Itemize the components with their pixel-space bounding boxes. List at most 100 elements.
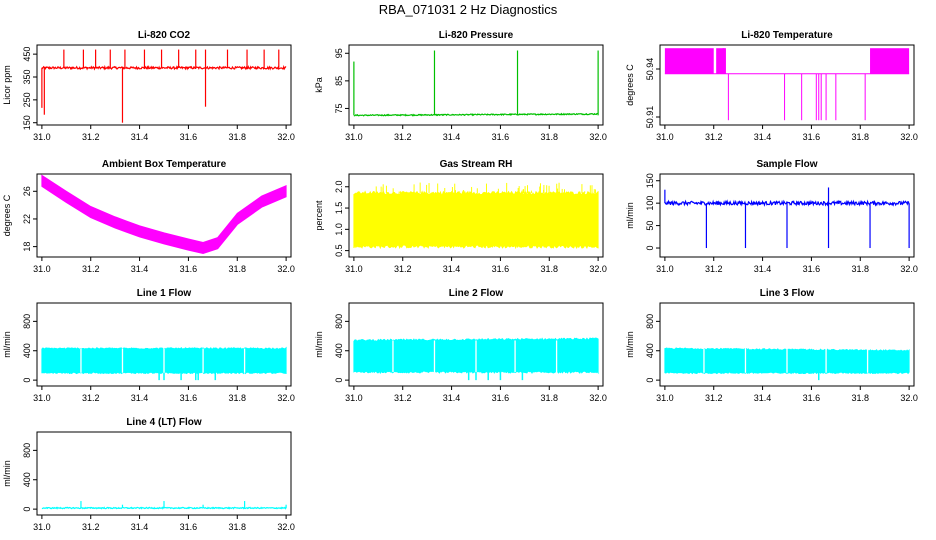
y-tick-label: 100 (645, 196, 655, 211)
x-tick-label: 31.2 (82, 522, 100, 532)
y-tick-label: 0 (645, 246, 655, 251)
y-tick-label: 95 (334, 48, 344, 58)
oscillation-block (664, 48, 714, 74)
y-tick-label: 450 (22, 47, 32, 62)
plot-frame (659, 302, 915, 387)
x-tick-label: 31.6 (180, 393, 198, 403)
plot-frame (36, 431, 292, 516)
figure-title: RBA_071031 2 Hz Diagnostics (379, 2, 558, 17)
y-axis-label: Licor ppm (2, 65, 12, 105)
y-tick-label: 22 (22, 214, 32, 224)
plot-frame (348, 302, 604, 387)
panel-title: Li-820 Temperature (741, 30, 833, 41)
plot-frame (659, 173, 915, 258)
y-tick-label: 18 (22, 242, 32, 252)
x-tick-label: 31.8 (541, 132, 559, 142)
plot-frame (36, 44, 292, 126)
x-tick-label: 31.6 (492, 132, 510, 142)
panel-title: Ambient Box Temperature (102, 159, 227, 170)
y-tick-label: 800 (22, 443, 32, 458)
y-axis-label: degrees C (625, 64, 635, 106)
x-tick-label: 32.0 (277, 522, 295, 532)
series-layer (41, 501, 287, 510)
y-tick-label: 800 (22, 314, 32, 329)
panel-line3: Line 3 Flow ml/min 31.0 31.2 31.4 31.6 31.8 32.… (625, 288, 918, 403)
panel-line1: Line 1 Flow ml/min 31.0 31.2 31.4 31.6 31.8 32.… (2, 288, 295, 403)
x-tick-label: 31.8 (229, 264, 247, 274)
oscillation-block (716, 48, 726, 74)
panel-title: Gas Stream RH (440, 159, 513, 170)
series-layer (664, 347, 910, 381)
y-tick-label: 50 (645, 221, 655, 231)
panel-title: Line 3 Flow (760, 288, 815, 299)
panel-co2: Li-820 CO2 Licor ppm 31.0 31.2 31.4 31.6 31.8 3… (2, 30, 295, 142)
x-tick-label: 31.6 (492, 393, 510, 403)
x-tick-label: 31.4 (754, 264, 772, 274)
y-axis-label: ml/min (2, 331, 12, 358)
plot-frame (659, 44, 915, 126)
x-tick-label: 31.0 (656, 264, 674, 274)
x-tick-label: 31.6 (803, 264, 821, 274)
y-tick-label: 400 (22, 472, 32, 487)
x-tick-label: 31.4 (131, 264, 149, 274)
x-tick-label: 31.6 (803, 132, 821, 142)
x-tick-label: 31.8 (852, 132, 870, 142)
x-tick-label: 32.0 (589, 264, 607, 274)
plot-frame (348, 173, 604, 258)
series-layer (664, 187, 910, 249)
y-tick-label: 85 (334, 76, 344, 86)
panel-licor-temp: Li-820 Temperature degrees C 31.0 31.2 31.4 3… (625, 30, 918, 142)
x-tick-label: 31.6 (180, 522, 198, 532)
y-tick-label: 250 (22, 92, 32, 107)
x-tick-label: 31.8 (541, 393, 559, 403)
x-tick-label: 32.0 (277, 264, 295, 274)
plot-frame (36, 173, 292, 258)
x-tick-label: 31.4 (754, 132, 772, 142)
x-tick-label: 31.2 (705, 264, 723, 274)
panel-title: Line 1 Flow (137, 288, 192, 299)
x-tick-label: 31.0 (345, 264, 363, 274)
series-layer (664, 48, 910, 121)
x-tick-label: 32.0 (900, 264, 918, 274)
y-axis-label: ml/min (314, 331, 324, 358)
x-tick-label: 32.0 (589, 132, 607, 142)
series-layer (41, 174, 287, 255)
x-tick-label: 31.0 (345, 132, 363, 142)
y-axis-label: ml/min (2, 460, 12, 487)
panel-title: Line 4 (LT) Flow (126, 417, 202, 428)
series-line (664, 199, 910, 207)
panel-sample-flow: Sample Flow ml/min 31.0 31.2 31.4 31.6 31.8 32.… (625, 159, 918, 274)
series-line (353, 112, 599, 117)
y-tick-label: 150 (645, 173, 655, 188)
x-tick-label: 31.2 (394, 264, 412, 274)
panel-pressure: Li-820 Pressure kPa 31.0 31.2 31.4 31.6 31.8 32… (314, 30, 607, 142)
x-tick-label: 31.4 (131, 522, 149, 532)
x-tick-label: 32.0 (277, 393, 295, 403)
plot-frame (348, 44, 604, 126)
x-tick-label: 31.6 (180, 132, 198, 142)
panel-title: Li-820 Pressure (439, 30, 514, 41)
x-tick-label: 31.0 (33, 264, 51, 274)
panels: Li-820 CO2 Licor ppm 31.0 31.2 31.4 31.6 31.8 3… (2, 30, 918, 532)
series-layer (353, 50, 599, 117)
y-tick-label: 75 (334, 103, 344, 113)
y-tick-label: 800 (334, 314, 344, 329)
x-tick-label: 31.2 (82, 132, 100, 142)
plot-frame (36, 302, 292, 387)
x-tick-label: 31.0 (345, 393, 363, 403)
x-tick-label: 31.8 (852, 264, 870, 274)
series-layer (353, 337, 599, 381)
x-tick-label: 31.0 (33, 132, 51, 142)
y-axis-label: degrees C (2, 194, 12, 236)
x-tick-label: 31.0 (656, 132, 674, 142)
x-tick-label: 31.4 (131, 132, 149, 142)
panel-title: Sample Flow (756, 159, 817, 170)
x-tick-label: 32.0 (277, 132, 295, 142)
x-tick-label: 31.8 (229, 393, 247, 403)
y-tick-label: 2.0 (334, 181, 344, 194)
x-tick-label: 31.4 (443, 132, 461, 142)
y-tick-label: 400 (645, 343, 655, 358)
y-tick-label: 1.0 (334, 223, 344, 236)
x-tick-label: 31.2 (82, 264, 100, 274)
x-tick-label: 31.2 (705, 393, 723, 403)
